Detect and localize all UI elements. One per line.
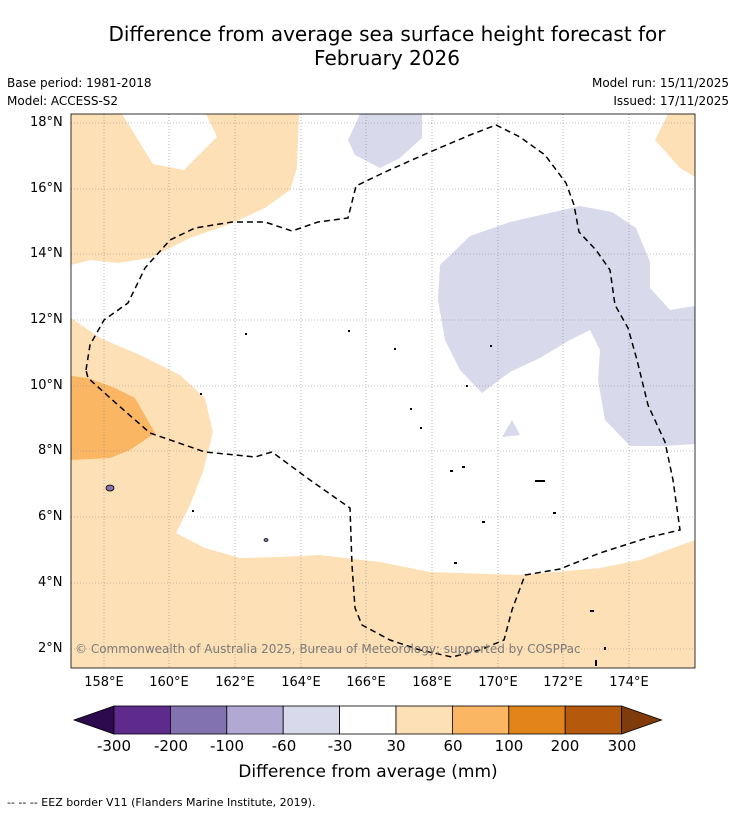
colorbar-tick-label: -60 (271, 737, 297, 755)
speck (535, 480, 545, 482)
lon-label-174e: 174°E (609, 675, 649, 690)
lon-label-168e: 168°E (412, 675, 452, 690)
colorbar-segment (395, 705, 453, 735)
model-name: Model: ACCESS-S2 (7, 94, 119, 108)
negative-anomaly-small (502, 420, 520, 437)
lat-label-18n: 18°N (30, 115, 63, 130)
colorbar-tick-label: -200 (153, 737, 189, 755)
lat-label-6n: 6°N (38, 509, 63, 524)
eez-footnote: -- -- -- EEZ border V11 (Flanders Marine… (7, 796, 316, 809)
lon-label-160e: 160°E (149, 675, 189, 690)
colorbar-tick-label: -300 (96, 737, 132, 755)
colorbar-arrow-min (72, 705, 115, 735)
lon-label-158e: 158°E (84, 675, 124, 690)
eez-border (85, 124, 681, 658)
positive-anomaly-nw (71, 114, 299, 265)
colorbar-tick-label: 300 (607, 737, 637, 755)
lat-label-10n: 10°N (30, 378, 63, 393)
speck (348, 330, 350, 332)
speck (200, 393, 202, 395)
lon-label-172e: 172°E (543, 675, 583, 690)
colorbar-segment (339, 705, 397, 735)
model-run: Model run: 15/11/2025 (591, 76, 729, 90)
copyright-watermark: © Commonwealth of Australia 2025, Bureau… (75, 642, 581, 656)
speck (454, 562, 457, 564)
negative-anomaly-n (348, 114, 422, 168)
speck (192, 510, 194, 512)
colorbar-segment (169, 705, 228, 735)
colorbar-tick-label: 60 (443, 737, 463, 755)
speck (604, 647, 606, 650)
negative-anomaly-e (438, 206, 695, 446)
base-period: Base period: 1981-2018 (7, 76, 152, 90)
issued-date: Issued: 17/11/2025 (613, 94, 729, 108)
colorbar-segment (113, 705, 171, 735)
speck (482, 521, 485, 523)
lat-label-8n: 8°N (38, 443, 63, 458)
colorbar-segment (226, 705, 284, 735)
colorbar-segment (564, 705, 623, 735)
lat-label-2n: 2°N (38, 641, 63, 656)
colorbar (72, 705, 663, 735)
lon-label-170e: 170°E (478, 675, 518, 690)
speck (590, 610, 594, 612)
lat-label-16n: 16°N (30, 181, 63, 196)
colorbar-segment (282, 705, 341, 735)
colorbar-arrow-max (621, 705, 663, 735)
lon-label-164e: 164°E (281, 675, 321, 690)
anomaly-specks (192, 330, 606, 666)
map-frame (70, 113, 696, 669)
speck (490, 345, 492, 347)
small-anomaly-cell (263, 538, 269, 542)
speck (553, 512, 556, 514)
colorbar-tick-label: 30 (386, 737, 406, 755)
anomaly-fields (71, 114, 695, 668)
small-anomaly-cell (105, 484, 115, 492)
speck (595, 660, 597, 666)
speck (394, 348, 396, 350)
speck (245, 333, 247, 335)
chart-title: Difference from average sea surface heig… (0, 22, 736, 70)
speck (450, 470, 453, 472)
lat-label-4n: 4°N (38, 575, 63, 590)
colorbar-tick-label: 200 (550, 737, 580, 755)
speck (462, 466, 465, 468)
lon-label-166e: 166°E (346, 675, 386, 690)
lat-label-14n: 14°N (30, 246, 63, 261)
colorbar-tick-label: -30 (327, 737, 353, 755)
positive-anomaly-core (71, 376, 155, 460)
positive-anomaly-ne (655, 114, 695, 177)
colorbar-tick-label: -100 (209, 737, 245, 755)
speck (420, 427, 422, 429)
lat-label-12n: 12°N (30, 312, 63, 327)
title-line-2: February 2026 (314, 46, 460, 70)
meta-right: Model run: 15/11/2025 Issued: 17/11/2025 (592, 74, 729, 110)
title-line-1: Difference from average sea surface heig… (108, 22, 666, 46)
colorbar-tick-label: 100 (494, 737, 524, 755)
colorbar-segment (508, 705, 566, 735)
speck (410, 408, 412, 410)
positive-anomaly-w (71, 318, 695, 668)
lon-label-162e: 162°E (215, 675, 255, 690)
colorbar-segment (451, 705, 510, 735)
gridlines (71, 114, 695, 668)
colorbar-title: Difference from average (mm) (238, 762, 498, 782)
meta-left: Base period: 1981-2018 Model: ACCESS-S2 (7, 74, 152, 110)
